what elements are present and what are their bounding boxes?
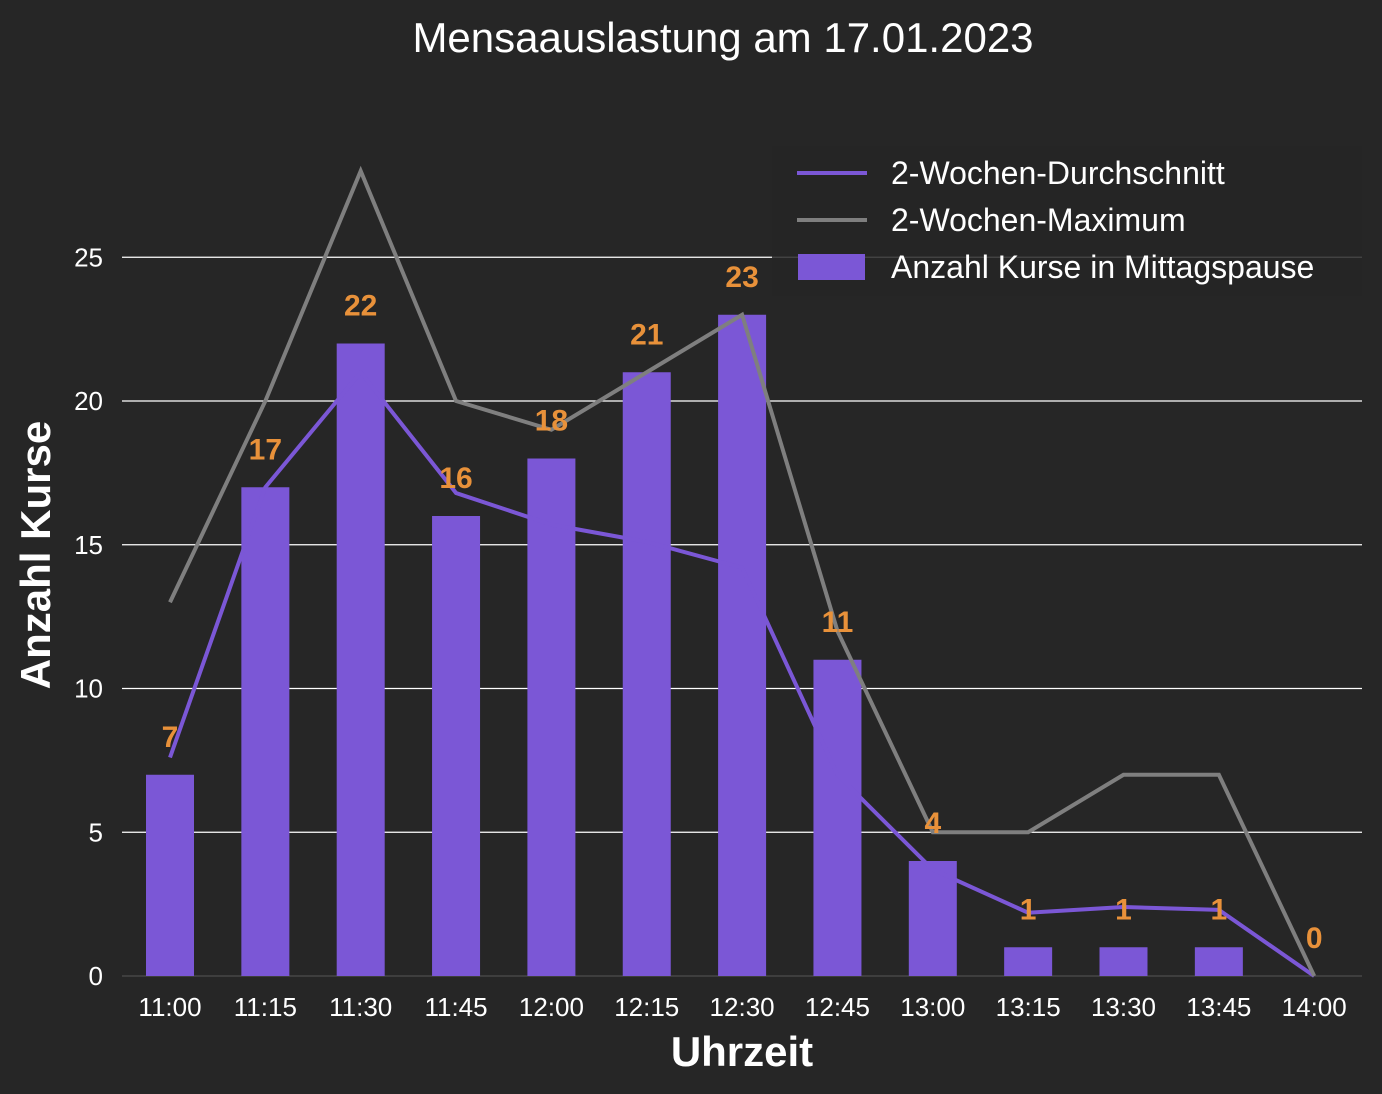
- x-axis-ticks: 11:00 11:15 11:30 11:45 12:00 12:15 12:30 12:45…: [138, 992, 1346, 1022]
- max-line: [168, 165, 1317, 977]
- bar: [1004, 947, 1053, 976]
- x-tick-label: 11:00: [138, 992, 201, 1022]
- x-tick-label: 13:30: [1091, 992, 1156, 1022]
- data-label: 11: [822, 606, 854, 639]
- y-tick-label: 10: [74, 674, 103, 704]
- data-label: 17: [249, 433, 282, 466]
- data-label: 1: [1211, 893, 1228, 926]
- y-axis-label: Anzahl Kurse: [12, 421, 59, 689]
- legend-bar-swatch: [798, 254, 865, 280]
- x-tick-label: 13:45: [1186, 992, 1251, 1022]
- bar: [432, 516, 481, 976]
- data-label: 22: [344, 290, 377, 323]
- data-label: 7: [162, 721, 179, 754]
- x-tick-label: 11:45: [424, 992, 487, 1022]
- x-tick-label: 13:00: [900, 992, 965, 1022]
- bar: [908, 861, 957, 976]
- y-axis-ticks: 0 5 10 15 20 25: [74, 242, 103, 991]
- x-tick-label: 12:00: [519, 992, 584, 1022]
- data-label: 1: [1115, 893, 1132, 926]
- x-tick-label: 12:30: [710, 992, 775, 1022]
- data-label: 0: [1306, 922, 1323, 955]
- data-label: 18: [535, 405, 568, 438]
- data-label: 4: [924, 807, 941, 840]
- line-series: [168, 165, 1317, 978]
- y-tick-label: 15: [74, 530, 103, 560]
- legend-entry-label: 2-Wochen-Maximum: [891, 202, 1186, 238]
- x-tick-label: 12:45: [805, 992, 870, 1022]
- x-tick-label: 14:00: [1282, 992, 1347, 1022]
- y-tick-label: 5: [89, 817, 103, 847]
- bar: [1099, 947, 1148, 976]
- bar-series: [146, 314, 1243, 976]
- bar: [336, 343, 385, 976]
- x-tick-label: 11:15: [234, 992, 297, 1022]
- data-label: 21: [630, 318, 663, 351]
- x-tick-label: 13:15: [996, 992, 1061, 1022]
- bar: [146, 774, 194, 976]
- legend: 2-Wochen-Durchschnitt 2-Wochen-Maximum Anz…: [772, 146, 1362, 296]
- data-label: 1: [1020, 893, 1037, 926]
- y-tick-label: 20: [74, 386, 103, 416]
- legend-entry-label: 2-Wochen-Durchschnitt: [891, 155, 1225, 191]
- x-tick-label: 11:30: [329, 992, 392, 1022]
- x-axis-label: Uhrzeit: [671, 1028, 813, 1075]
- data-label: 16: [439, 462, 472, 495]
- average-line: [168, 369, 1316, 978]
- y-tick-label: 25: [74, 242, 103, 272]
- bar: [241, 487, 290, 976]
- x-tick-label: 12:15: [614, 992, 679, 1022]
- legend-background: [772, 146, 1362, 296]
- data-label: 23: [725, 261, 758, 294]
- bar: [1194, 947, 1243, 976]
- bar: [813, 659, 862, 976]
- bar: [527, 458, 576, 976]
- bar: [622, 372, 671, 976]
- chart-title: Mensaauslastung am 17.01.2023: [412, 14, 1033, 61]
- legend-entry-label: Anzahl Kurse in Mittagspause: [891, 249, 1314, 285]
- y-tick-label: 0: [89, 961, 103, 991]
- bar: [718, 314, 767, 976]
